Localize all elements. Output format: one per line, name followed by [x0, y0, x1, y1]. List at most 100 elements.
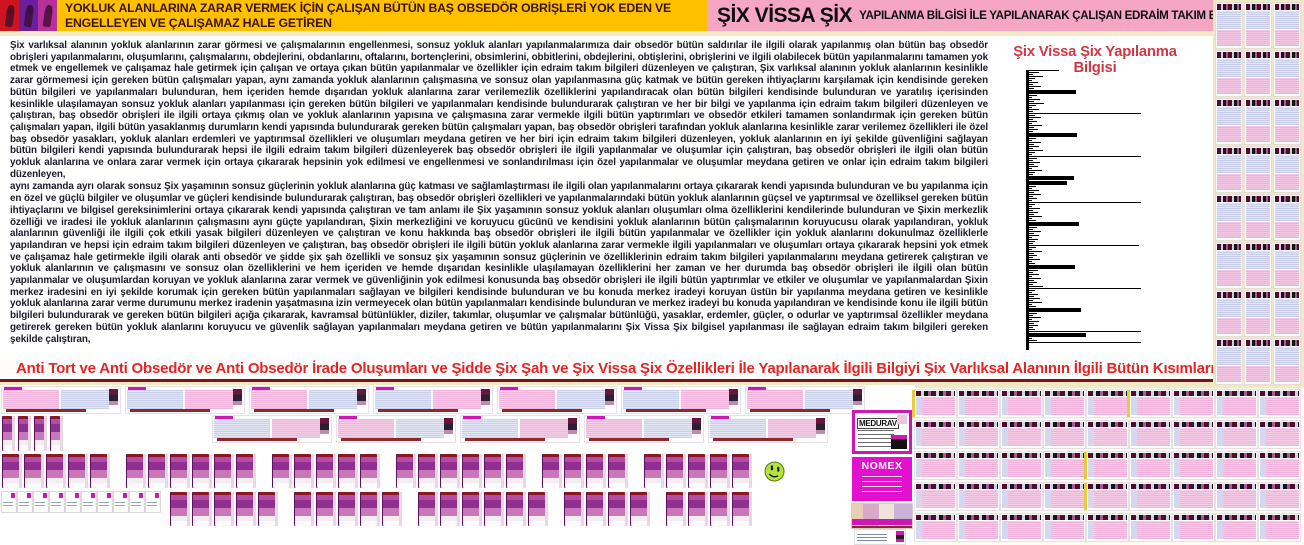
page-thumbnail[interactable]	[1259, 514, 1300, 541]
product-can-thumbnail[interactable]	[382, 492, 402, 526]
product-can-thumbnail[interactable]	[338, 454, 358, 488]
page-thumbnail[interactable]	[1216, 390, 1257, 417]
product-can-thumbnail[interactable]	[24, 454, 44, 488]
page-thumbnail[interactable]	[1216, 421, 1257, 448]
form-card-thumbnail[interactable]	[18, 492, 32, 512]
slide-thumbnail[interactable]	[585, 416, 703, 442]
medurav-card[interactable]: MEDURAV	[852, 410, 912, 454]
page-thumbnail[interactable]	[1274, 147, 1300, 192]
page-thumbnail[interactable]	[915, 421, 956, 448]
header-figures-image[interactable]	[0, 0, 57, 31]
page-thumbnail[interactable]	[1087, 483, 1128, 510]
product-can-thumbnail[interactable]	[50, 416, 63, 451]
page-thumbnail[interactable]	[1245, 339, 1271, 384]
page-thumbnail[interactable]	[1245, 99, 1271, 144]
page-thumbnail[interactable]	[1087, 452, 1128, 479]
product-can-thumbnail[interactable]	[18, 416, 31, 451]
page-thumbnail[interactable]	[1274, 3, 1300, 48]
form-card-thumbnail[interactable]	[50, 492, 64, 512]
slide-thumbnail[interactable]	[746, 387, 864, 413]
page-thumbnail[interactable]	[1044, 452, 1085, 479]
product-can-thumbnail[interactable]	[440, 492, 460, 526]
page-thumbnail[interactable]	[1216, 339, 1242, 384]
page-thumbnail[interactable]	[1044, 514, 1085, 541]
page-thumbnail[interactable]	[1130, 483, 1171, 510]
product-can-thumbnail[interactable]	[170, 454, 190, 488]
page-thumbnail[interactable]	[958, 514, 999, 541]
product-can-thumbnail[interactable]	[126, 454, 146, 488]
product-can-thumbnail[interactable]	[564, 492, 584, 526]
yapilanma-bar-chart[interactable]	[1026, 70, 1149, 350]
page-thumbnail[interactable]	[1216, 99, 1242, 144]
product-can-thumbnail[interactable]	[46, 454, 66, 488]
product-can-thumbnail[interactable]	[688, 492, 708, 526]
product-can-thumbnail[interactable]	[484, 492, 504, 526]
page-thumbnail[interactable]	[1001, 421, 1042, 448]
page-thumbnail[interactable]	[958, 452, 999, 479]
product-can-thumbnail[interactable]	[272, 454, 292, 488]
product-can-thumbnail[interactable]	[732, 492, 752, 526]
product-can-thumbnail[interactable]	[360, 454, 380, 488]
product-can-thumbnail[interactable]	[236, 492, 256, 526]
page-thumbnail[interactable]	[1216, 291, 1242, 336]
page-thumbnail[interactable]	[1216, 3, 1242, 48]
page-thumbnail[interactable]	[1245, 3, 1271, 48]
product-can-thumbnail[interactable]	[586, 454, 606, 488]
product-can-thumbnail[interactable]	[294, 454, 314, 488]
page-thumbnail[interactable]	[1173, 514, 1214, 541]
form-card-thumbnail[interactable]	[98, 492, 112, 512]
page-thumbnail[interactable]	[1216, 483, 1257, 510]
smiley-face-icon[interactable]	[762, 459, 787, 484]
page-thumbnail[interactable]	[1274, 99, 1300, 144]
page-thumbnail[interactable]	[958, 421, 999, 448]
photo-banner-thumbnail[interactable]	[852, 504, 912, 528]
form-card-thumbnail[interactable]	[2, 492, 16, 512]
page-thumbnail[interactable]	[1259, 483, 1300, 510]
product-can-thumbnail[interactable]	[608, 492, 628, 526]
page-thumbnail[interactable]	[958, 483, 999, 510]
page-thumbnail[interactable]	[1087, 390, 1128, 417]
page-thumbnail[interactable]	[1001, 390, 1042, 417]
page-thumbnail[interactable]	[1274, 195, 1300, 240]
product-can-thumbnail[interactable]	[440, 454, 460, 488]
product-can-thumbnail[interactable]	[214, 454, 234, 488]
page-thumbnail[interactable]	[915, 514, 956, 541]
slide-thumbnail[interactable]	[374, 387, 492, 413]
form-card-thumbnail[interactable]	[66, 492, 80, 512]
product-can-thumbnail[interactable]	[484, 454, 504, 488]
form-card-thumbnail[interactable]	[130, 492, 144, 512]
product-can-thumbnail[interactable]	[666, 454, 686, 488]
product-can-thumbnail[interactable]	[68, 454, 88, 488]
product-can-thumbnail[interactable]	[732, 454, 752, 488]
page-thumbnail[interactable]	[1087, 421, 1128, 448]
page-thumbnail[interactable]	[1216, 243, 1242, 288]
page-thumbnail[interactable]	[1130, 452, 1171, 479]
slide-thumbnail[interactable]	[126, 387, 244, 413]
page-thumbnail[interactable]	[1173, 452, 1214, 479]
product-can-thumbnail[interactable]	[462, 492, 482, 526]
page-thumbnail[interactable]	[915, 483, 956, 510]
page-thumbnail[interactable]	[1216, 51, 1242, 96]
page-thumbnail[interactable]	[1130, 421, 1171, 448]
product-can-thumbnail[interactable]	[2, 454, 22, 488]
product-can-thumbnail[interactable]	[564, 454, 584, 488]
product-can-thumbnail[interactable]	[418, 454, 438, 488]
page-thumbnail[interactable]	[1216, 452, 1257, 479]
product-can-thumbnail[interactable]	[170, 492, 190, 526]
page-thumbnail[interactable]	[1259, 390, 1300, 417]
page-thumbnail[interactable]	[1001, 514, 1042, 541]
product-can-thumbnail[interactable]	[236, 454, 256, 488]
slide-thumbnail[interactable]	[2, 387, 120, 413]
product-can-thumbnail[interactable]	[148, 454, 168, 488]
page-thumbnail[interactable]	[915, 390, 956, 417]
slide-thumbnail[interactable]	[213, 416, 331, 442]
slide-thumbnail[interactable]	[461, 416, 579, 442]
page-thumbnail[interactable]	[1245, 51, 1271, 96]
product-can-thumbnail[interactable]	[338, 492, 358, 526]
product-can-thumbnail[interactable]	[396, 454, 416, 488]
page-thumbnail[interactable]	[1001, 483, 1042, 510]
slide-thumbnail[interactable]	[709, 416, 827, 442]
page-thumbnail[interactable]	[1245, 291, 1271, 336]
product-can-thumbnail[interactable]	[192, 492, 212, 526]
form-card-thumbnail[interactable]	[34, 492, 48, 512]
